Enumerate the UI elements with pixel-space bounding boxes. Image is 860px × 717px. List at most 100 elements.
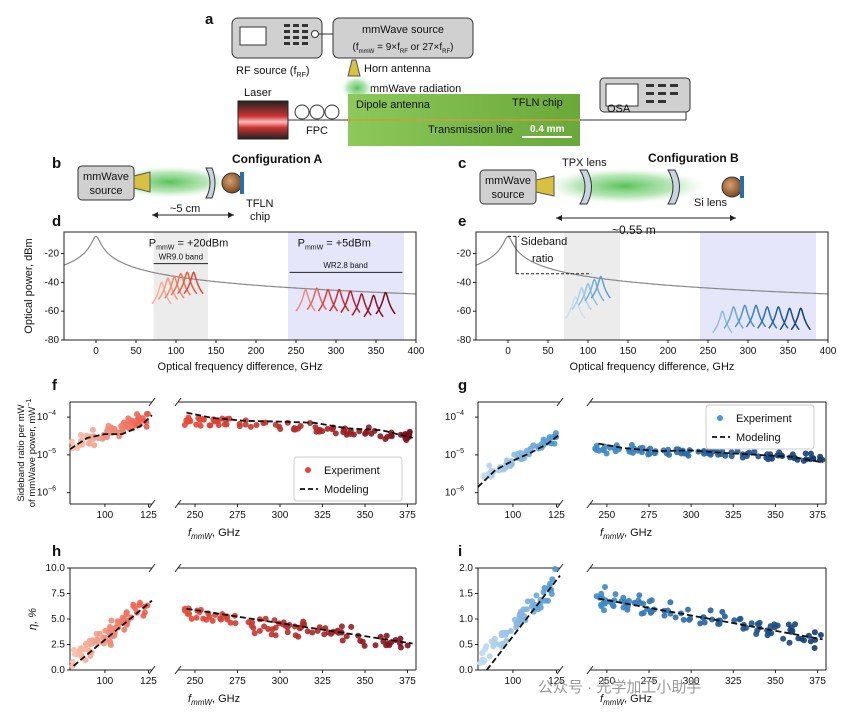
panel-label-c: c [458, 155, 466, 172]
data-point [74, 445, 81, 451]
sideband-peak-s2 [571, 287, 592, 311]
panel-label-a: a [205, 11, 214, 28]
data-point [507, 628, 514, 634]
data-point [802, 450, 809, 457]
data-point [348, 623, 355, 630]
panel-label-e: e [458, 213, 466, 230]
tpx-lens-label: TPX lens [562, 157, 607, 169]
x-axis-label: fmmW, GHz [188, 527, 240, 541]
panel-a-setup: a RF source (fRF) mmWave source (fmmW = … [205, 11, 691, 146]
data-point [324, 425, 331, 432]
data-point [598, 590, 605, 597]
data-point [105, 422, 112, 429]
data-point [486, 653, 493, 660]
data-point [338, 623, 345, 630]
y-tick-label: 5.0 [51, 614, 65, 625]
distance-a-arrowhead-l [152, 212, 158, 218]
y-tick-label: 10−4 [445, 410, 464, 423]
data-point [372, 642, 379, 649]
plot-frame [475, 231, 829, 341]
data-point [648, 608, 655, 615]
y-tick-label: -40 [45, 277, 60, 288]
x-tick-label: 150 [208, 346, 225, 357]
data-point [685, 606, 691, 613]
data-point [404, 642, 411, 649]
data-point [232, 620, 239, 627]
data-point [181, 422, 188, 428]
distance-b-label: ~0.55 m [612, 223, 656, 237]
data-point [528, 603, 535, 610]
chip-b-icon [740, 176, 744, 198]
data-point [71, 646, 77, 653]
axis-break-mark [174, 397, 182, 407]
transmission-line-label: Transmission line [428, 124, 513, 136]
data-point [183, 417, 190, 424]
horn-antenna-icon [347, 59, 361, 77]
data-point [118, 423, 125, 429]
chart-e-spectrum-b: 0 50 100 150 200 250 300 350 400 -80 -60 -40 -20 Opti… [457, 231, 837, 373]
data-point [188, 615, 195, 622]
data-point [87, 653, 94, 659]
axis-break-mark [174, 499, 182, 509]
data-point [313, 428, 320, 435]
data-point [221, 421, 228, 428]
data-point [701, 619, 708, 626]
chart-f-sideband-a: 10−6 10−5 10−4 100 125 250 275 300 325 350 375 fmmW… [16, 397, 417, 541]
x-tick-label: 275 [229, 676, 246, 687]
data-point [548, 591, 555, 597]
sideband-peak-s1 [151, 281, 172, 305]
axis-break-mark [586, 563, 594, 573]
data-point [377, 433, 384, 440]
legend-model-label: Modeling [736, 432, 781, 444]
config-a-title: Configuration A [232, 152, 323, 166]
y-tick-label: -80 [45, 335, 60, 346]
data-point [272, 624, 279, 631]
y-tick-label: -20 [45, 249, 60, 260]
laser-label: Laser [244, 87, 272, 99]
data-point [791, 454, 798, 461]
data-point [667, 599, 674, 606]
axis-break-mark [148, 665, 156, 675]
panel-c-config-b: c mmWave source TPX lens Configuration B… [458, 151, 744, 237]
data-point [638, 449, 645, 456]
data-point [284, 629, 291, 636]
rf-source-label: RF source (fRF) [236, 65, 310, 79]
rf-keypad-icon [284, 24, 308, 45]
legend-experiment-label: Experiment [736, 413, 792, 425]
panel-b-config-a: b mmWave source Configuration A ~5 cm TF… [52, 152, 323, 223]
model-line-right [598, 442, 823, 464]
data-point [123, 609, 130, 616]
mmw-source-device [332, 17, 474, 59]
ratio-label: ratio [532, 253, 553, 265]
y-axis-label: η, % [27, 608, 39, 630]
axis-break-mark [174, 563, 182, 573]
axis-break-mark [586, 397, 594, 407]
y-axis-label-line1: Sideband ratio per mW [16, 404, 27, 501]
data-point [602, 584, 608, 590]
data-point [481, 472, 488, 479]
sideband-peak-r4 [745, 304, 767, 328]
tfln-a-line2: chip [250, 211, 270, 223]
data-point [104, 434, 110, 441]
sideband-peak-r1 [712, 310, 733, 334]
sideband-peak-r3 [317, 288, 339, 312]
beam-b [545, 168, 705, 204]
chip-a-icon [240, 172, 244, 194]
x-axis-label: fmmW, GHz [600, 527, 652, 541]
data-point [197, 417, 204, 424]
data-point [697, 620, 704, 627]
watermark-text: 公众号 · 光学加工小助手 [538, 679, 701, 696]
data-point [537, 604, 544, 611]
data-point [217, 615, 224, 622]
model-line-left [69, 414, 153, 450]
axis-break-mark [556, 665, 564, 675]
data-point [332, 430, 339, 437]
x-tick-label: 250 [288, 346, 305, 357]
x-tick-label: 375 [809, 510, 826, 521]
data-point [309, 629, 316, 636]
data-point [507, 463, 514, 470]
x-tick-label: 300 [328, 346, 345, 357]
data-point [748, 620, 755, 627]
x-axis-label: Optical frequency difference, GHz [570, 361, 735, 373]
data-point [593, 445, 600, 452]
